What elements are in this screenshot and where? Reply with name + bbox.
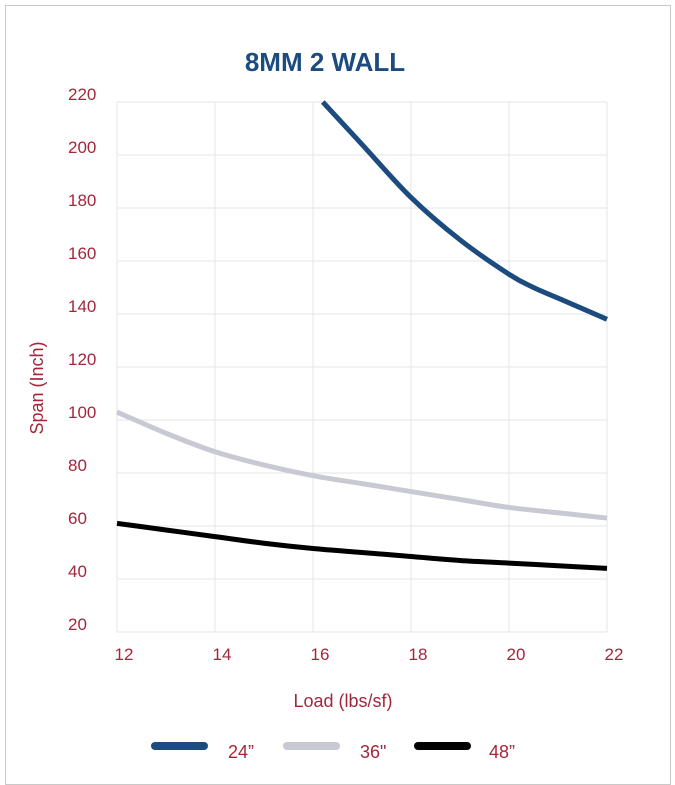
y-tick-label: 120 [68, 350, 96, 369]
legend-label-0: 24” [228, 742, 254, 762]
x-tick-label: 14 [213, 645, 232, 664]
series-line-0 [320, 100, 608, 322]
y-tick-label: 60 [68, 509, 87, 528]
series-line-2 [116, 520, 608, 571]
x-tick-label: 20 [507, 645, 526, 664]
tick-labels: 12 14 16 18 20 22 20 40 60 80 100 120 140 160 180 200 22… [68, 85, 623, 664]
y-tick-label: 80 [68, 456, 87, 475]
series-lines [116, 100, 608, 571]
y-tick-label: 200 [68, 138, 96, 157]
y-tick-label: 220 [68, 85, 96, 104]
legend: 24” 36" 48” [151, 742, 515, 762]
y-tick-label: 180 [68, 191, 96, 210]
x-tick-label: 22 [605, 645, 624, 664]
x-tick-label: 16 [311, 645, 330, 664]
y-tick-label: 100 [68, 403, 96, 422]
y-axis-label: Span (Inch) [27, 341, 47, 434]
y-tick-label: 20 [68, 615, 87, 634]
x-tick-label: 18 [409, 645, 428, 664]
x-tick-label: 12 [115, 645, 134, 664]
gridlines [116, 101, 608, 633]
y-tick-label: 140 [68, 297, 96, 316]
series-line-1 [116, 409, 608, 521]
y-tick-label: 40 [68, 562, 87, 581]
y-tick-label: 160 [68, 244, 96, 263]
legend-label-2: 48” [489, 742, 515, 762]
chart-title: 8MM 2 WALL [245, 47, 405, 77]
legend-label-1: 36" [360, 742, 386, 762]
x-axis-label: Load (lbs/sf) [293, 691, 392, 711]
